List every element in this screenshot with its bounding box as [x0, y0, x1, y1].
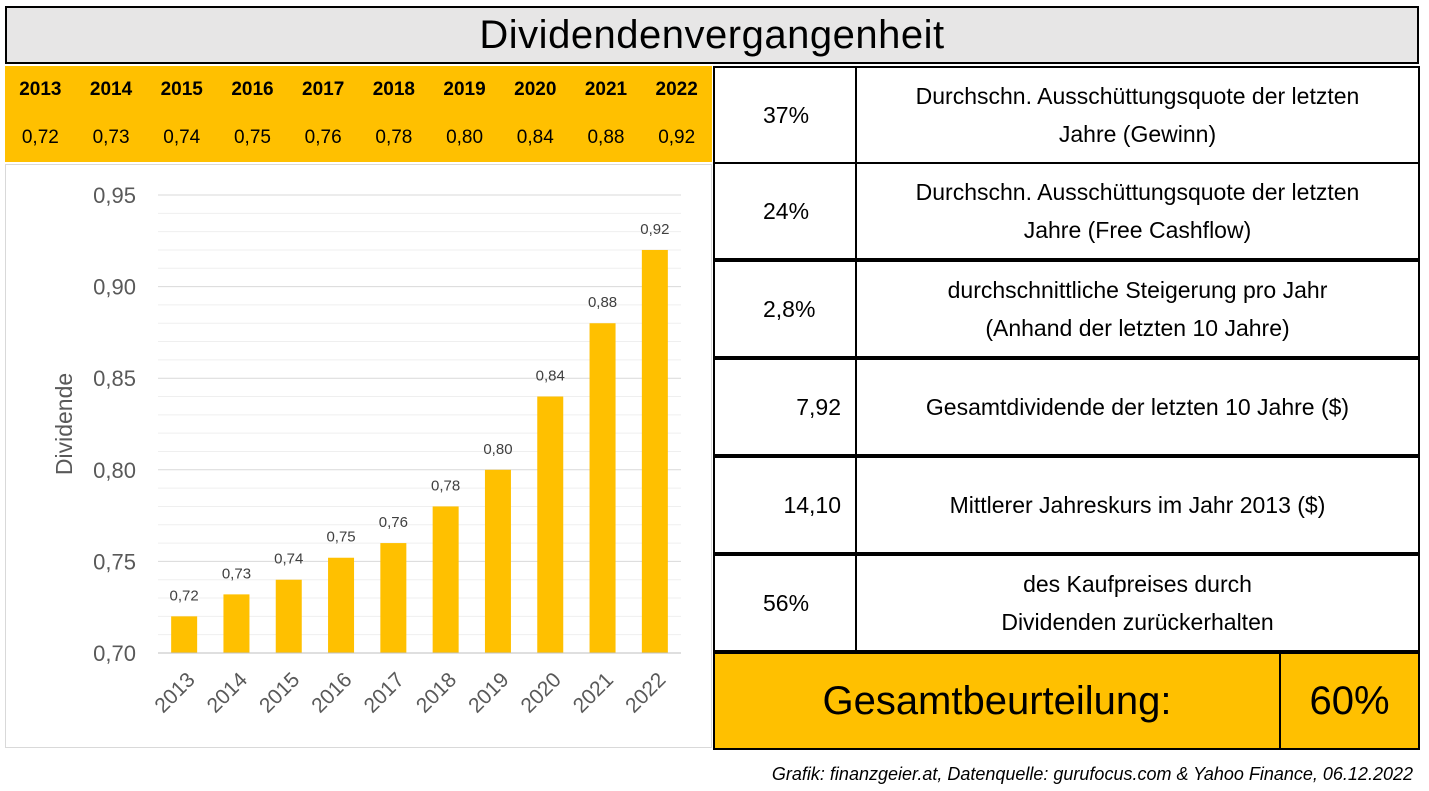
- bar: [328, 557, 355, 653]
- x-tick-label: 2022: [621, 668, 670, 717]
- year-cell: 2015: [160, 79, 203, 100]
- year-cell: 2018: [372, 79, 415, 100]
- stat-label-line: des Kaufpreises durch: [1023, 571, 1252, 597]
- stat-label-line: durchschnittliche Steigerung pro Jahr: [947, 277, 1328, 303]
- x-tick-label: 2017: [360, 668, 409, 717]
- stat-label: durchschnittliche Steigerung pro Jahr (An…: [857, 262, 1418, 356]
- bar: [380, 543, 407, 653]
- stat-value: 56%: [715, 556, 857, 650]
- stat-row-payback: 56% des Kaufpreises durch Dividenden zurü…: [713, 554, 1420, 652]
- x-tick-label: 2021: [569, 668, 618, 717]
- y-tick-label: 0,90: [93, 275, 136, 300]
- dividend-value-cell: 0,80: [446, 127, 484, 148]
- dividend-value-cell: 0,88: [587, 127, 625, 148]
- stat-label-line: Mittlerer Jahreskurs im Jahr 2013 ($): [949, 492, 1326, 518]
- stat-value: 7,92: [715, 360, 857, 454]
- year-cell: 2016: [231, 79, 274, 100]
- y-tick-label: 0,70: [93, 641, 136, 666]
- stat-row-price-2013: 14,10 Mittlerer Jahreskurs im Jahr 2013 …: [713, 456, 1420, 554]
- dividend-value-cell: 0,72: [21, 127, 59, 148]
- chart-canvas: 0,70 0,75 0,80 0,85 0,90 0,95 Dividende 0,72 201…: [51, 183, 681, 718]
- stat-label: Mittlerer Jahreskurs im Jahr 2013 ($): [857, 458, 1418, 552]
- year-cell: 2020: [514, 79, 557, 100]
- bar: [537, 396, 564, 653]
- bar: [223, 594, 250, 653]
- dividend-value-cell: 0,92: [658, 127, 696, 148]
- source-caption: Grafik: finanzgeier.at, Datenquelle: gur…: [771, 764, 1413, 784]
- y-tick-label: 0,95: [93, 183, 136, 208]
- x-tick-label: 2016: [307, 668, 356, 717]
- bar: [589, 323, 616, 653]
- x-tick-label: 2015: [255, 668, 304, 717]
- bar-data-label: 0,74: [274, 551, 303, 568]
- dividend-value-cell: 0,78: [375, 127, 413, 148]
- stat-row-growth: 2,8% durchschnittliche Steigerung pro Ja…: [713, 260, 1420, 358]
- bar-data-label: 0,80: [483, 441, 512, 458]
- bar: [432, 506, 459, 653]
- stat-label-line: Jahre (Free Cashflow): [1023, 217, 1252, 243]
- y-axis-label: Dividende: [51, 373, 77, 475]
- year-cell: 2022: [655, 79, 698, 100]
- dividend-value-cell: 0,74: [163, 127, 201, 148]
- stat-label-line: Jahre (Gewinn): [1058, 121, 1217, 147]
- bar-data-label: 0,92: [640, 221, 669, 238]
- x-tick-label: 2013: [150, 668, 199, 717]
- page-title: Dividendenvergangenheit: [5, 6, 1419, 64]
- y-tick-label: 0,85: [93, 366, 136, 391]
- year-cell: 2013: [19, 79, 62, 100]
- total-rating: Gesamtbeurteilung: 60%: [713, 652, 1420, 750]
- dividend-value-cell: 0,76: [304, 127, 342, 148]
- bar: [484, 469, 511, 653]
- bar: [641, 249, 668, 653]
- dividend-bar-chart: 0,70 0,75 0,80 0,85 0,90 0,95 Dividende 0,72 201…: [5, 164, 712, 748]
- year-cell: 2019: [443, 79, 486, 100]
- total-rating-label: Gesamtbeurteilung:: [715, 654, 1281, 748]
- bar-data-label: 0,75: [326, 529, 355, 546]
- stat-label: des Kaufpreises durch Dividenden zurücker…: [857, 556, 1418, 650]
- stat-label-line: Durchschn. Ausschüttungsquote der letzte…: [915, 83, 1360, 109]
- dividend-value-cell: 0,75: [233, 127, 271, 148]
- stat-row-payout-fcf: 24% Durchschn. Ausschüttungsquote der le…: [713, 162, 1420, 260]
- bar-data-label: 0,76: [379, 514, 408, 531]
- stat-label-line: Dividenden zurückerhalten: [1001, 609, 1274, 635]
- year-cell: 2017: [302, 79, 345, 100]
- x-tick-label: 2014: [203, 668, 253, 718]
- x-tick-label: 2020: [516, 668, 565, 717]
- bar-data-label: 0,84: [536, 368, 565, 385]
- year-cell: 2021: [584, 79, 628, 100]
- total-rating-value: 60%: [1309, 678, 1390, 723]
- stat-label: Durchschn. Ausschüttungsquote der letzte…: [857, 164, 1418, 258]
- years-header-row: 2013 2014 2015 2016 2017 2018 2019 2020 …: [5, 66, 712, 114]
- y-tick-label: 0,80: [93, 458, 136, 483]
- dividend-value-cell: 0,73: [92, 127, 130, 148]
- stat-label-line: Gesamtdividende der letzten 10 Jahre ($): [925, 394, 1350, 420]
- bar-data-label: 0,78: [431, 477, 460, 494]
- stat-value: 14,10: [715, 458, 857, 552]
- years-table: 2013 2014 2015 2016 2017 2018 2019 2020 …: [5, 66, 712, 162]
- year-cell: 2014: [89, 79, 133, 100]
- bar-data-label: 0,72: [170, 587, 199, 604]
- stat-value: 2,8%: [715, 262, 857, 356]
- stat-label: Durchschn. Ausschüttungsquote der letzte…: [857, 68, 1418, 162]
- bar-data-label: 0,73: [222, 565, 251, 582]
- stats-table: 37% Durchschn. Ausschüttungsquote der le…: [713, 66, 1420, 654]
- x-tick-label: 2019: [464, 668, 513, 717]
- stat-value: 37%: [715, 68, 857, 162]
- stat-row-payout-earnings: 37% Durchschn. Ausschüttungsquote der le…: [713, 66, 1420, 164]
- x-tick-label: 2018: [412, 668, 461, 717]
- bar: [171, 616, 198, 653]
- y-tick-label: 0,75: [93, 549, 136, 574]
- stat-value: 24%: [715, 164, 857, 258]
- bar-data-label: 0,88: [588, 294, 617, 311]
- stat-row-total-dividend: 7,92 Gesamtdividende der letzten 10 Jahr…: [713, 358, 1420, 456]
- bar: [275, 579, 302, 653]
- stat-label: Gesamtdividende der letzten 10 Jahre ($): [857, 360, 1418, 454]
- stat-label-line: (Anhand der letzten 10 Jahre): [985, 315, 1290, 341]
- stat-label-line: Durchschn. Ausschüttungsquote der letzte…: [915, 179, 1360, 205]
- dividend-values-row: 0,72 0,73 0,74 0,75 0,76 0,78 0,80 0,84 …: [5, 114, 712, 162]
- dividend-value-cell: 0,84: [516, 127, 554, 148]
